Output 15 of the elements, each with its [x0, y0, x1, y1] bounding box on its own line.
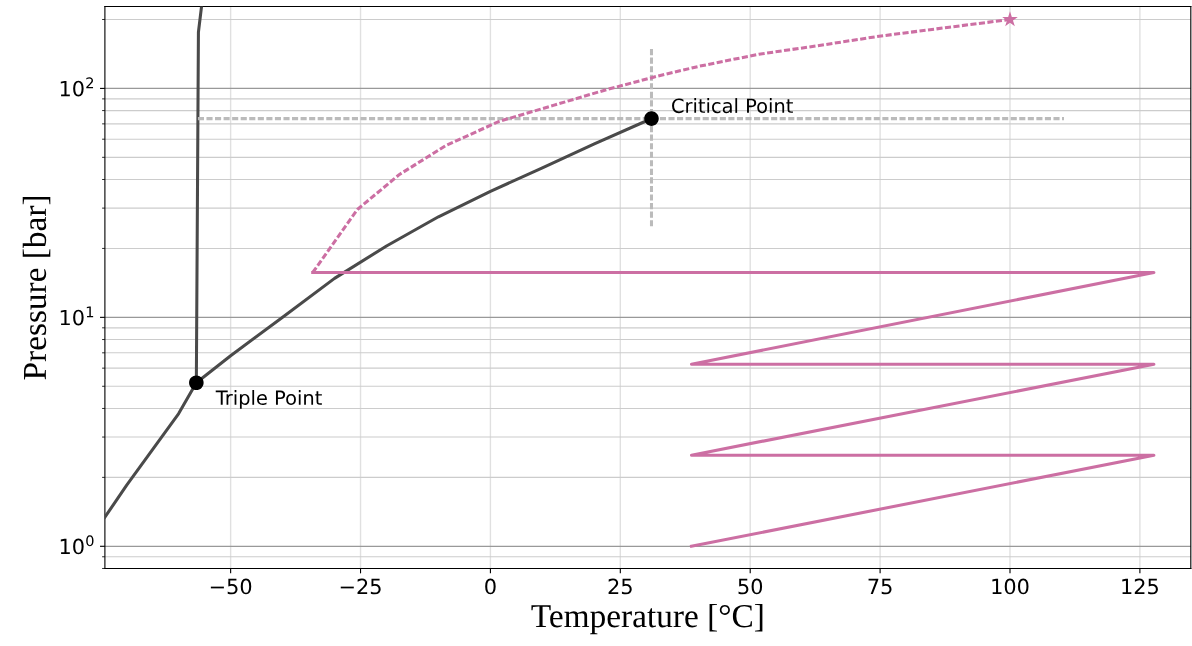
x-tick-label: 25 — [608, 578, 632, 595]
x-tick-label: 125 — [1122, 578, 1158, 595]
y-tick-label: 10$^{1}$ — [60, 306, 94, 326]
x-tick-label: 0 — [485, 578, 496, 595]
x-tick-label: 50 — [738, 578, 763, 595]
annotation: Critical Point — [672, 98, 793, 114]
x-axis-title: Temperature [°C] — [531, 603, 763, 635]
annotation: Triple Point — [215, 390, 322, 409]
y-tick-label: 10$^{2}$ — [60, 77, 94, 97]
x-tick-label: −50 — [210, 578, 252, 595]
y-axis-title: Pressure [bar] — [22, 196, 51, 380]
x-tick-label: 100 — [992, 578, 1029, 595]
x-tick-label: 75 — [868, 578, 892, 595]
y-tick-label: 10$^{0}$ — [60, 535, 94, 555]
x-tick-label: −25 — [340, 578, 381, 595]
